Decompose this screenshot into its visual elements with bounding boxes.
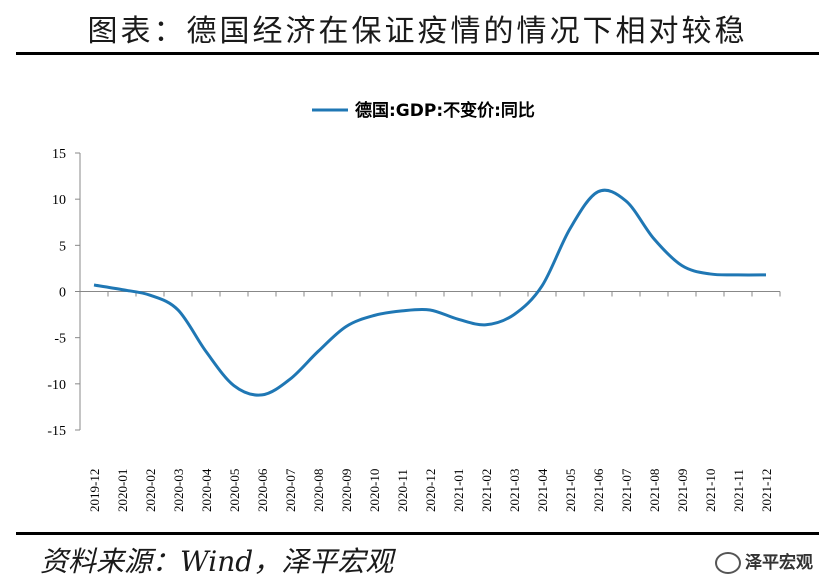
x-tick-label: 2020-10 [367, 469, 382, 512]
y-tick-label: -5 [54, 332, 66, 347]
x-tick-label: 2020-03 [171, 469, 186, 512]
figure-title: 图表：德国经济在保证疫情的情况下相对较稳 [87, 14, 748, 49]
source-rule [16, 532, 819, 535]
x-tick-label: 2021-11 [731, 469, 746, 512]
x-tick-label: 2020-07 [283, 468, 298, 512]
x-tick-label: 2020-01 [115, 469, 130, 512]
x-tick-label: 2021-08 [647, 469, 662, 512]
x-tick-label: 2019-12 [87, 469, 102, 512]
x-tick-label: 2021-06 [591, 468, 606, 512]
x-tick-label: 2021-05 [563, 469, 578, 512]
y-tick-label: 0 [59, 286, 66, 301]
x-tick-label: 2020-11 [395, 469, 410, 512]
x-tick-label: 2021-10 [703, 469, 718, 512]
series-line [93, 188, 767, 397]
line-chart: 15 10 5 0 -5 -10 -15 2019-12 2020-01 2020-02 2020-… [47, 100, 781, 512]
x-tick-label: 2021-02 [479, 469, 494, 512]
x-tick-label: 2021-09 [675, 469, 690, 512]
x-tick-label: 2020-08 [311, 469, 326, 512]
x-tick-label: 2020-12 [423, 469, 438, 512]
legend-label: 德国:GDP:不变价:同比 [355, 100, 535, 121]
x-tick-label: 2020-06 [255, 468, 270, 512]
y-tick-label: 10 [52, 193, 66, 208]
x-tick-label: 2021-12 [759, 469, 774, 512]
title-rule [16, 52, 819, 55]
x-tick-label: 2020-09 [339, 469, 354, 512]
watermark-text: 泽平宏观 [745, 553, 813, 573]
x-tick-label: 2021-03 [507, 469, 522, 512]
y-tick-label: 5 [59, 239, 66, 254]
x-tick-label: 2020-05 [227, 469, 242, 512]
x-tick-label: 2020-02 [143, 469, 158, 512]
wechat-icon [715, 552, 741, 574]
y-tick-label: 15 [52, 147, 66, 162]
x-tick-label: 2021-04 [535, 468, 550, 512]
x-tick-label: 2020-04 [199, 468, 214, 512]
x-tick-label: 2021-01 [451, 469, 466, 512]
watermark: 泽平宏观 [715, 548, 813, 574]
y-tick-label: -10 [47, 378, 66, 393]
source-note: 资料来源：Wind，泽平宏观 [40, 545, 394, 578]
x-tick-label: 2021-07 [619, 468, 634, 512]
y-tick-label: -15 [47, 424, 66, 439]
